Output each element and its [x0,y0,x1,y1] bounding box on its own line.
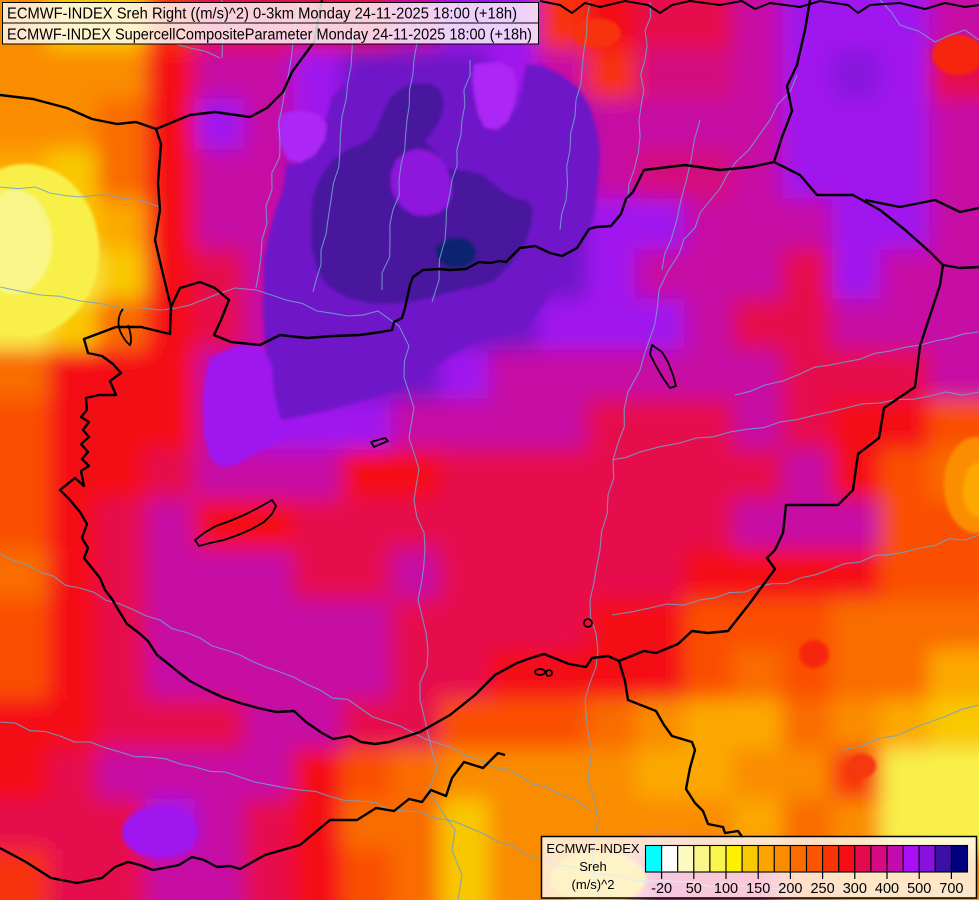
svg-text:100: 100 [714,881,738,897]
svg-text:500: 500 [907,881,931,897]
svg-text:250: 250 [810,881,834,897]
svg-text:ECMWF-INDEX SupercellComposite: ECMWF-INDEX SupercellCompositeParameter … [7,27,532,44]
svg-text:200: 200 [778,881,802,897]
svg-text:300: 300 [843,881,867,897]
svg-text:ECMWF-INDEX Sreh Right ((m/s)^: ECMWF-INDEX Sreh Right ((m/s)^2) 0-3km M… [7,6,517,23]
svg-text:-20: -20 [651,881,672,897]
svg-text:150: 150 [746,881,770,897]
svg-text:Sreh: Sreh [579,859,606,874]
svg-text:(m/s)^2: (m/s)^2 [572,877,615,892]
svg-text:400: 400 [875,881,899,897]
svg-text:50: 50 [686,881,702,897]
svg-text:ECMWF-INDEX: ECMWF-INDEX [546,841,639,856]
svg-text:700: 700 [939,881,963,897]
